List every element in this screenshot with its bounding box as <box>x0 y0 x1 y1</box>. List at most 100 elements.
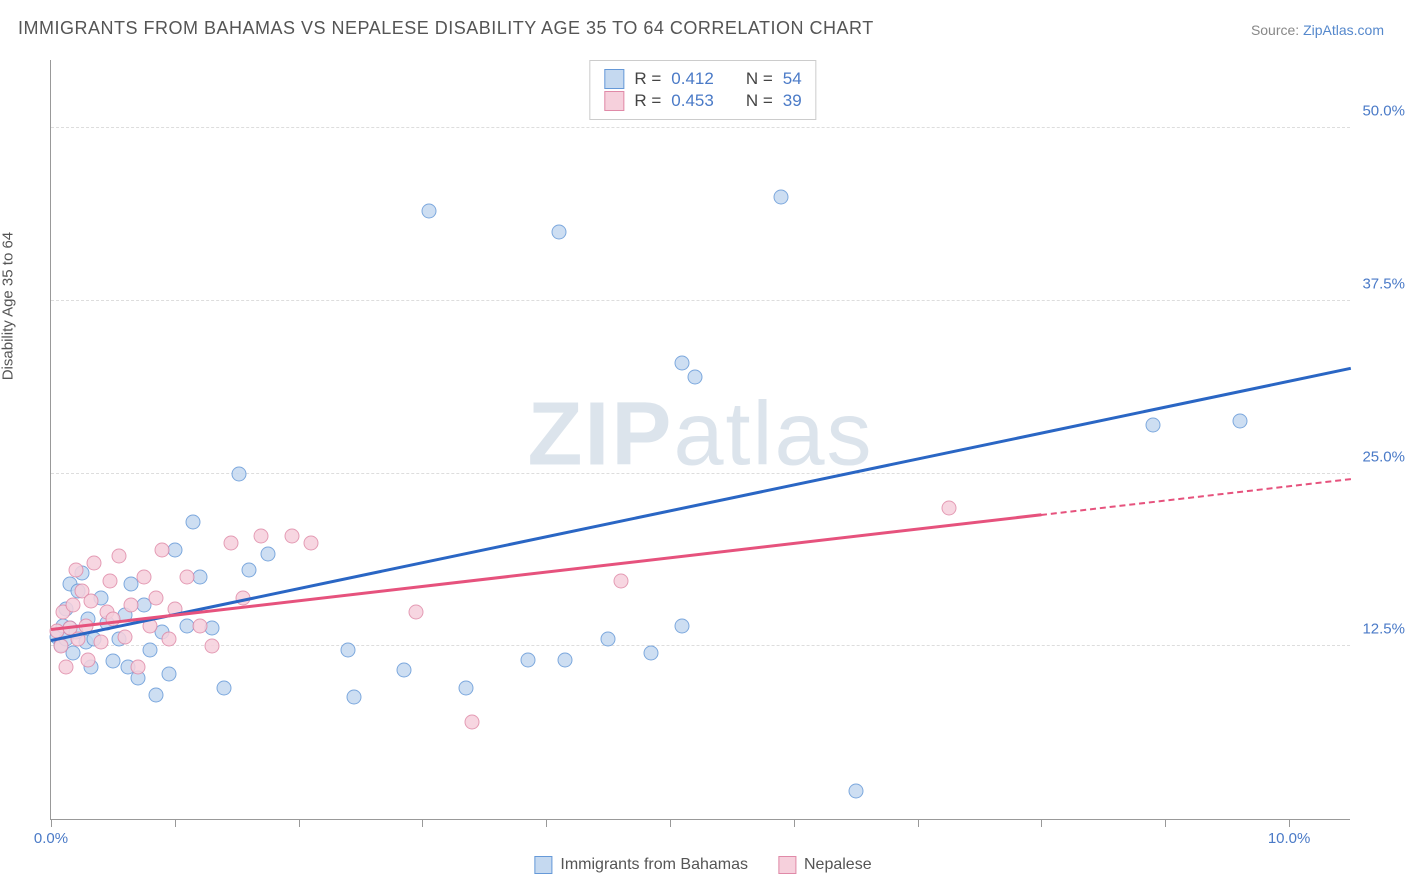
x-tick-label: 0.0% <box>34 830 68 847</box>
watermark: ZIPatlas <box>527 383 873 486</box>
y-tick-label: 12.5% <box>1355 621 1405 638</box>
scatter-point <box>557 653 572 668</box>
legend-swatch <box>604 69 624 89</box>
scatter-point <box>149 687 164 702</box>
gridline <box>51 300 1350 301</box>
scatter-point <box>130 660 145 675</box>
scatter-point <box>103 574 118 589</box>
x-tick <box>299 819 300 827</box>
x-tick <box>546 819 547 827</box>
legend-n-value: 39 <box>783 91 802 111</box>
legend-series: Immigrants from Bahamas Nepalese <box>534 856 871 874</box>
watermark-zip: ZIP <box>527 384 673 484</box>
x-tick <box>918 819 919 827</box>
legend-series-label: Immigrants from Bahamas <box>560 856 748 874</box>
scatter-point <box>58 660 73 675</box>
scatter-point <box>551 224 566 239</box>
x-tick <box>1289 819 1290 827</box>
scatter-point <box>254 528 269 543</box>
legend-r-value: 0.453 <box>671 91 714 111</box>
chart-title: IMMIGRANTS FROM BAHAMAS VS NEPALESE DISA… <box>18 18 874 39</box>
legend-r-label: R = <box>634 69 661 89</box>
scatter-point <box>81 653 96 668</box>
scatter-point <box>143 643 158 658</box>
x-tick <box>1041 819 1042 827</box>
x-tick <box>175 819 176 827</box>
scatter-point <box>161 666 176 681</box>
legend-series-item: Immigrants from Bahamas <box>534 856 748 874</box>
legend-correlation: R = 0.412 N = 54 R = 0.453 N = 39 <box>589 60 816 120</box>
scatter-point <box>217 680 232 695</box>
scatter-point <box>675 618 690 633</box>
scatter-point <box>458 680 473 695</box>
y-tick-label: 37.5% <box>1355 275 1405 292</box>
legend-row: R = 0.453 N = 39 <box>604 91 801 111</box>
scatter-point <box>675 356 690 371</box>
source-link[interactable]: ZipAtlas.com <box>1303 22 1384 38</box>
legend-row: R = 0.412 N = 54 <box>604 69 801 89</box>
source-prefix: Source: <box>1251 22 1303 38</box>
scatter-point <box>66 597 81 612</box>
scatter-point <box>260 546 275 561</box>
legend-n-value: 54 <box>783 69 802 89</box>
regression-line <box>51 367 1352 642</box>
scatter-point <box>124 597 139 612</box>
scatter-point <box>204 639 219 654</box>
scatter-point <box>848 784 863 799</box>
gridline <box>51 127 1350 128</box>
scatter-point <box>192 618 207 633</box>
watermark-atlas: atlas <box>673 384 873 484</box>
scatter-point <box>93 635 108 650</box>
scatter-point <box>186 514 201 529</box>
scatter-point <box>180 570 195 585</box>
scatter-point <box>112 549 127 564</box>
y-tick-label: 25.0% <box>1355 448 1405 465</box>
chart-container: { "title": "IMMIGRANTS FROM BAHAMAS VS N… <box>0 0 1406 892</box>
y-axis-label: Disability Age 35 to 64 <box>0 232 17 380</box>
legend-n-label: N = <box>746 91 773 111</box>
legend-series-item: Nepalese <box>778 856 872 874</box>
scatter-point <box>105 654 120 669</box>
scatter-point <box>232 466 247 481</box>
x-tick <box>422 819 423 827</box>
gridline <box>51 645 1350 646</box>
x-tick <box>670 819 671 827</box>
legend-series-label: Nepalese <box>804 856 872 874</box>
plot-area: ZIPatlas 12.5%25.0%37.5%50.0%0.0%10.0% <box>50 60 1350 820</box>
legend-swatch <box>778 856 796 874</box>
scatter-point <box>341 643 356 658</box>
scatter-point <box>149 590 164 605</box>
scatter-point <box>223 535 238 550</box>
y-tick-label: 50.0% <box>1355 103 1405 120</box>
scatter-point <box>613 574 628 589</box>
scatter-point <box>409 604 424 619</box>
scatter-point <box>68 563 83 578</box>
scatter-point <box>1145 418 1160 433</box>
x-tick <box>51 819 52 827</box>
scatter-point <box>941 501 956 516</box>
scatter-point <box>421 204 436 219</box>
scatter-point <box>464 715 479 730</box>
scatter-point <box>520 653 535 668</box>
legend-r-value: 0.412 <box>671 69 714 89</box>
x-tick-label: 10.0% <box>1268 830 1311 847</box>
scatter-point <box>161 632 176 647</box>
scatter-point <box>304 535 319 550</box>
scatter-point <box>155 542 170 557</box>
legend-n-label: N = <box>746 69 773 89</box>
legend-swatch <box>604 91 624 111</box>
scatter-point <box>83 593 98 608</box>
scatter-point <box>1232 414 1247 429</box>
x-tick <box>794 819 795 827</box>
scatter-point <box>396 662 411 677</box>
legend-swatch <box>534 856 552 874</box>
scatter-point <box>242 563 257 578</box>
scatter-point <box>347 690 362 705</box>
scatter-point <box>601 632 616 647</box>
scatter-point <box>687 369 702 384</box>
source-attribution: Source: ZipAtlas.com <box>1251 22 1384 38</box>
scatter-point <box>774 190 789 205</box>
legend-r-label: R = <box>634 91 661 111</box>
scatter-point <box>644 646 659 661</box>
scatter-point <box>285 528 300 543</box>
